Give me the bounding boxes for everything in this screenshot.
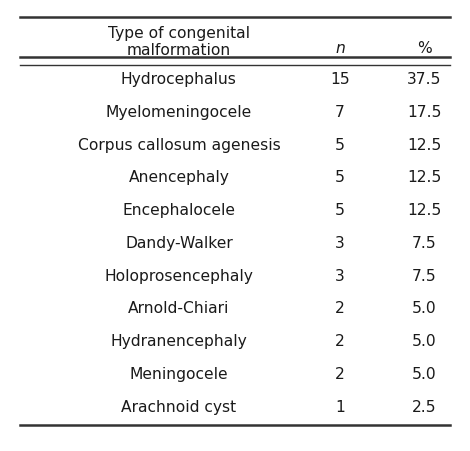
Text: 1: 1 — [335, 400, 345, 414]
Text: Anencephaly: Anencephaly — [128, 170, 229, 185]
Text: 3: 3 — [335, 236, 345, 251]
Text: Meningocele: Meningocele — [130, 367, 228, 382]
Text: Hydrocephalus: Hydrocephalus — [121, 72, 237, 87]
Text: 7.5: 7.5 — [412, 269, 437, 284]
Text: 5: 5 — [335, 170, 345, 185]
Text: Corpus callosum agenesis: Corpus callosum agenesis — [78, 138, 280, 153]
Text: 7: 7 — [335, 105, 345, 120]
Text: Myelomeningocele: Myelomeningocele — [106, 105, 252, 120]
Text: Holoprosencephaly: Holoprosencephaly — [104, 269, 253, 284]
Text: 15: 15 — [330, 72, 350, 87]
Text: %: % — [417, 41, 431, 56]
Text: Arachnoid cyst: Arachnoid cyst — [121, 400, 236, 414]
Text: 17.5: 17.5 — [407, 105, 441, 120]
Text: 2.5: 2.5 — [412, 400, 437, 414]
Text: Dandy-Walker: Dandy-Walker — [125, 236, 233, 251]
Text: 5.0: 5.0 — [412, 301, 437, 316]
Text: 5.0: 5.0 — [412, 367, 437, 382]
Text: 3: 3 — [335, 269, 345, 284]
Text: Arnold-Chiari: Arnold-Chiari — [128, 301, 230, 316]
Text: 2: 2 — [335, 301, 345, 316]
Text: 5: 5 — [335, 203, 345, 218]
Text: 5.0: 5.0 — [412, 334, 437, 349]
Text: 37.5: 37.5 — [407, 72, 441, 87]
Text: 2: 2 — [335, 334, 345, 349]
Text: 12.5: 12.5 — [407, 170, 441, 185]
Text: n: n — [335, 41, 345, 56]
Text: 12.5: 12.5 — [407, 203, 441, 218]
Text: Type of congenital
malformation: Type of congenital malformation — [108, 26, 250, 59]
Text: 12.5: 12.5 — [407, 138, 441, 153]
Text: 5: 5 — [335, 138, 345, 153]
Text: 7.5: 7.5 — [412, 236, 437, 251]
Text: Encephalocele: Encephalocele — [122, 203, 235, 218]
Text: 2: 2 — [335, 367, 345, 382]
Text: Hydranencephaly: Hydranencephaly — [110, 334, 247, 349]
